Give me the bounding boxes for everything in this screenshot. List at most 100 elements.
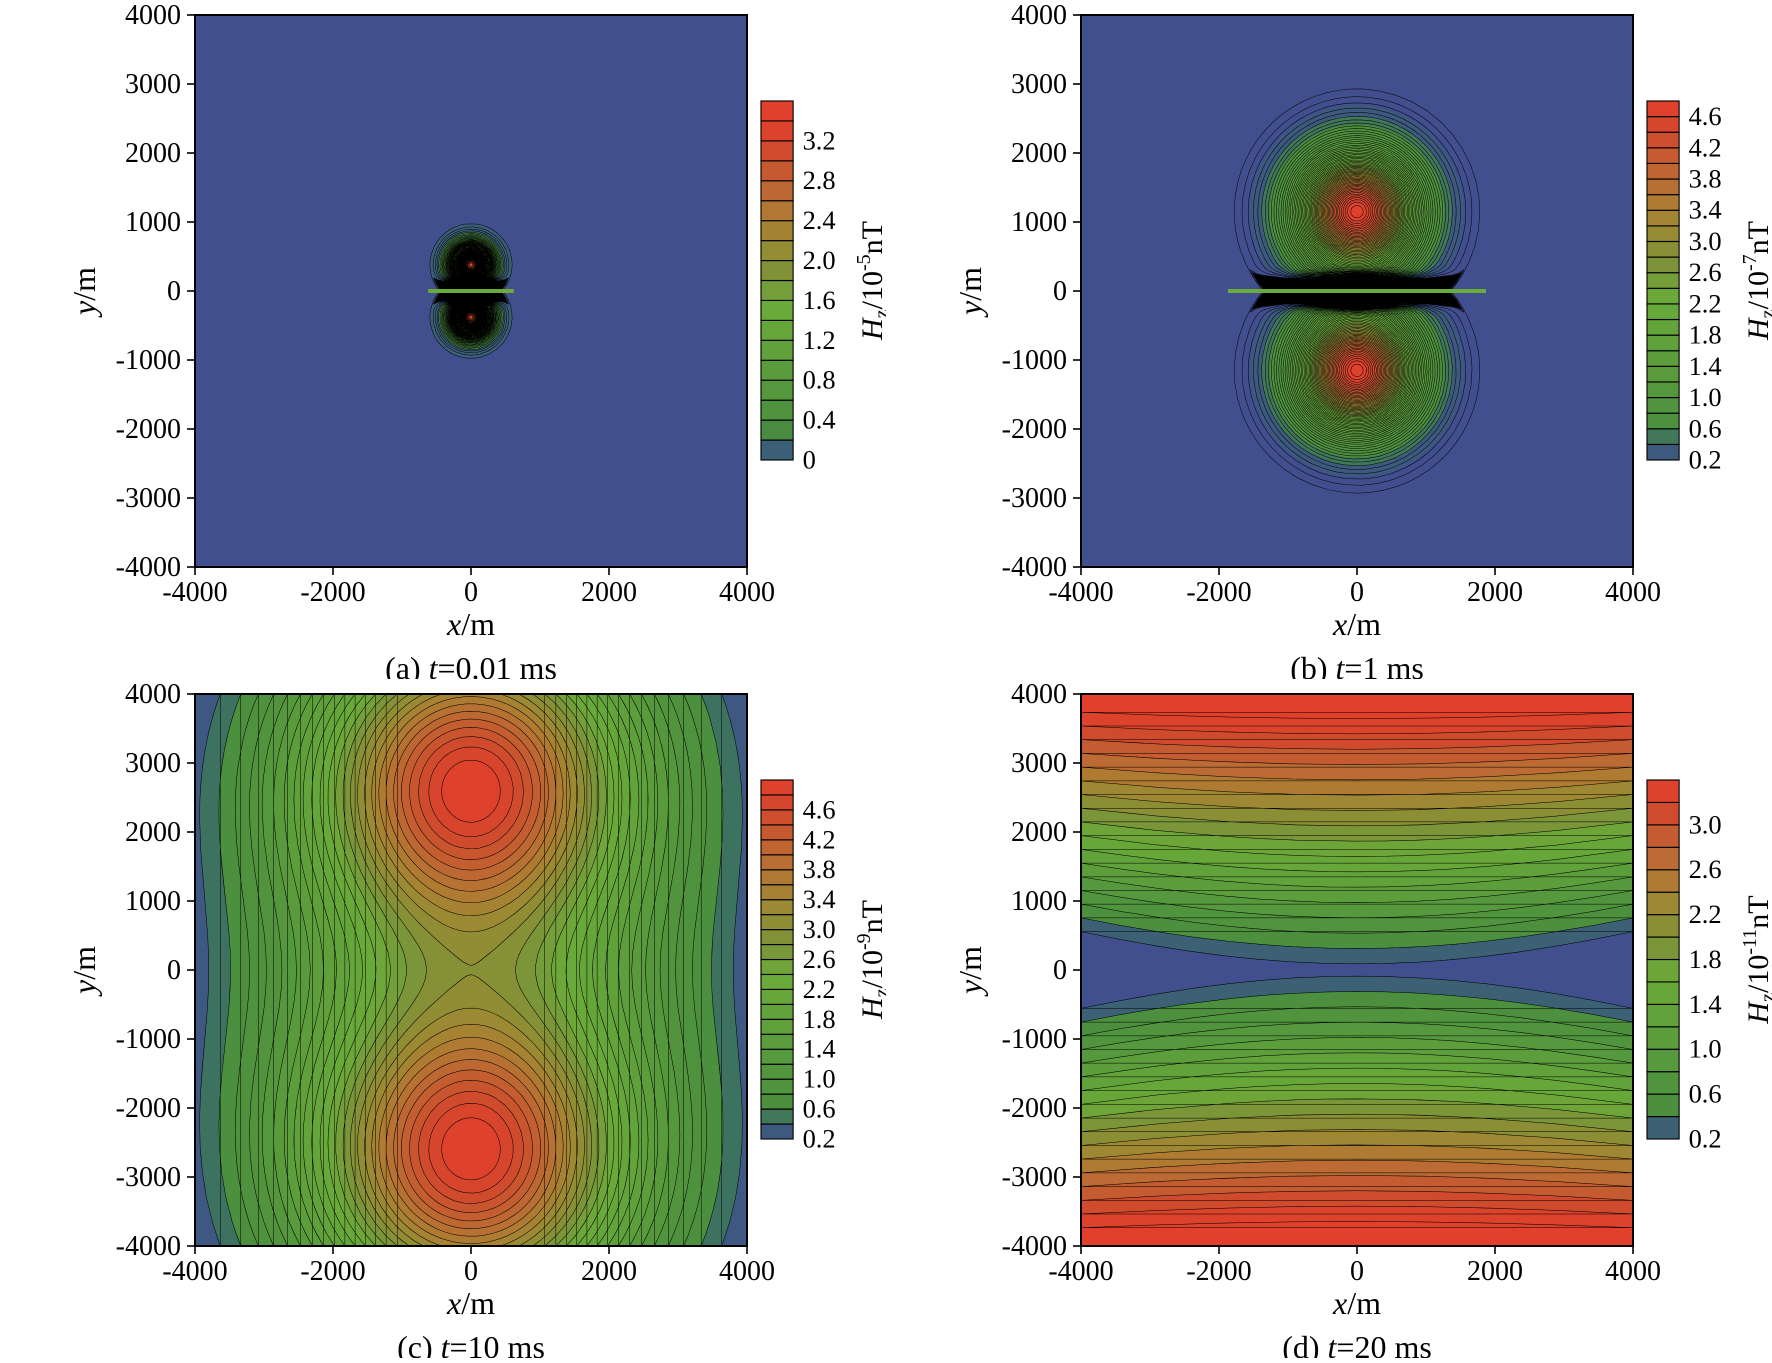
- svg-text:-4000: -4000: [1002, 552, 1067, 583]
- svg-text:(a) t=0.01 ms: (a) t=0.01 ms: [385, 650, 557, 679]
- svg-text:1.4: 1.4: [1689, 989, 1722, 1019]
- svg-text:0: 0: [1350, 1256, 1364, 1287]
- svg-text:-3000: -3000: [116, 1162, 181, 1193]
- svg-text:3000: 3000: [125, 748, 181, 779]
- svg-text:3.0: 3.0: [803, 914, 836, 944]
- svg-text:2000: 2000: [1011, 138, 1067, 169]
- svg-text:4000: 4000: [125, 679, 181, 710]
- svg-text:0: 0: [167, 955, 181, 986]
- svg-text:Hz/10-7nT: Hz/10-7nT: [1739, 221, 1772, 341]
- svg-text:3.4: 3.4: [1689, 195, 1722, 225]
- svg-text:1.0: 1.0: [1689, 1034, 1722, 1064]
- svg-text:y/m: y/m: [66, 946, 102, 997]
- svg-text:-1000: -1000: [116, 1024, 181, 1055]
- svg-text:-4000: -4000: [1002, 1231, 1067, 1262]
- svg-text:3.0: 3.0: [1689, 226, 1722, 256]
- svg-text:1000: 1000: [125, 886, 181, 917]
- svg-text:1.4: 1.4: [1689, 351, 1722, 381]
- svg-text:4000: 4000: [125, 0, 181, 31]
- svg-text:3.0: 3.0: [1689, 809, 1722, 839]
- svg-text:4000: 4000: [1605, 577, 1661, 608]
- svg-text:4.2: 4.2: [1689, 132, 1722, 162]
- svg-text:3.8: 3.8: [1689, 164, 1722, 194]
- svg-text:1000: 1000: [1011, 207, 1067, 238]
- svg-text:0: 0: [464, 1256, 478, 1287]
- svg-text:-2000: -2000: [300, 1256, 365, 1287]
- svg-text:2.6: 2.6: [1689, 257, 1722, 287]
- svg-text:1.6: 1.6: [803, 285, 836, 315]
- svg-text:0: 0: [1350, 577, 1364, 608]
- svg-text:4.2: 4.2: [803, 824, 836, 854]
- svg-text:0.4: 0.4: [803, 405, 836, 435]
- svg-text:3.2: 3.2: [803, 125, 836, 155]
- svg-text:-1000: -1000: [1002, 345, 1067, 376]
- svg-text:2000: 2000: [1011, 817, 1067, 848]
- svg-text:2000: 2000: [1467, 1256, 1523, 1287]
- svg-text:-2000: -2000: [1186, 1256, 1251, 1287]
- svg-text:1.8: 1.8: [803, 1004, 836, 1034]
- svg-text:0: 0: [464, 577, 478, 608]
- svg-text:1.8: 1.8: [1689, 320, 1722, 350]
- svg-text:0: 0: [1053, 276, 1067, 307]
- svg-text:1.0: 1.0: [803, 1064, 836, 1094]
- svg-text:2.2: 2.2: [803, 974, 836, 1004]
- svg-text:2.6: 2.6: [803, 944, 836, 974]
- svg-text:0.8: 0.8: [803, 365, 836, 395]
- svg-text:y/m: y/m: [66, 267, 102, 318]
- svg-text:-1000: -1000: [1002, 1024, 1067, 1055]
- svg-text:0: 0: [167, 276, 181, 307]
- svg-text:4000: 4000: [1605, 1256, 1661, 1287]
- svg-text:-2000: -2000: [1002, 1093, 1067, 1124]
- svg-text:-3000: -3000: [116, 483, 181, 514]
- svg-text:1000: 1000: [1011, 886, 1067, 917]
- svg-text:-4000: -4000: [116, 552, 181, 583]
- svg-text:2000: 2000: [125, 138, 181, 169]
- svg-text:1.4: 1.4: [803, 1034, 836, 1064]
- svg-text:1.2: 1.2: [803, 325, 836, 355]
- svg-text:3.4: 3.4: [803, 884, 836, 914]
- svg-text:0: 0: [803, 444, 816, 474]
- svg-text:2.6: 2.6: [1689, 854, 1722, 884]
- svg-text:2.0: 2.0: [803, 245, 836, 275]
- svg-text:3000: 3000: [125, 69, 181, 100]
- svg-text:y/m: y/m: [952, 946, 988, 997]
- svg-text:2.2: 2.2: [1689, 288, 1722, 318]
- svg-text:4000: 4000: [1011, 679, 1067, 710]
- svg-text:3.8: 3.8: [803, 854, 836, 884]
- svg-text:4000: 4000: [719, 577, 775, 608]
- svg-text:Hz/10-5nT: Hz/10-5nT: [853, 221, 886, 341]
- svg-text:0.2: 0.2: [1689, 1123, 1722, 1153]
- svg-text:Hz/10-11nT: Hz/10-11nT: [1739, 895, 1772, 1024]
- svg-text:-1000: -1000: [116, 345, 181, 376]
- svg-text:2000: 2000: [581, 1256, 637, 1287]
- svg-text:2.8: 2.8: [803, 165, 836, 195]
- svg-text:2000: 2000: [581, 577, 637, 608]
- svg-text:0.2: 0.2: [1689, 444, 1722, 474]
- svg-text:2.4: 2.4: [803, 205, 836, 235]
- svg-text:1.8: 1.8: [1689, 944, 1722, 974]
- svg-text:2.2: 2.2: [1689, 899, 1722, 929]
- svg-text:-2000: -2000: [1186, 577, 1251, 608]
- svg-text:4000: 4000: [1011, 0, 1067, 31]
- svg-text:y/m: y/m: [952, 267, 988, 318]
- svg-text:x/m: x/m: [446, 1285, 495, 1321]
- svg-text:-3000: -3000: [1002, 483, 1067, 514]
- svg-text:-2000: -2000: [300, 577, 365, 608]
- svg-text:x/m: x/m: [1332, 1285, 1381, 1321]
- svg-text:-2000: -2000: [116, 1093, 181, 1124]
- svg-text:0.2: 0.2: [803, 1123, 836, 1153]
- svg-text:-2000: -2000: [1002, 414, 1067, 445]
- svg-text:3000: 3000: [1011, 748, 1067, 779]
- svg-text:(c) t=10 ms: (c) t=10 ms: [397, 1329, 545, 1358]
- svg-text:-4000: -4000: [116, 1231, 181, 1262]
- svg-text:1000: 1000: [125, 207, 181, 238]
- svg-text:x/m: x/m: [1332, 606, 1381, 642]
- svg-text:4.6: 4.6: [803, 794, 836, 824]
- svg-text:0.6: 0.6: [803, 1094, 836, 1124]
- svg-text:4000: 4000: [719, 1256, 775, 1287]
- svg-text:2000: 2000: [1467, 577, 1523, 608]
- svg-text:1.0: 1.0: [1689, 382, 1722, 412]
- svg-text:-2000: -2000: [116, 414, 181, 445]
- svg-text:(b) t=1 ms: (b) t=1 ms: [1290, 650, 1424, 679]
- svg-text:(d) t=20 ms: (d) t=20 ms: [1282, 1329, 1432, 1358]
